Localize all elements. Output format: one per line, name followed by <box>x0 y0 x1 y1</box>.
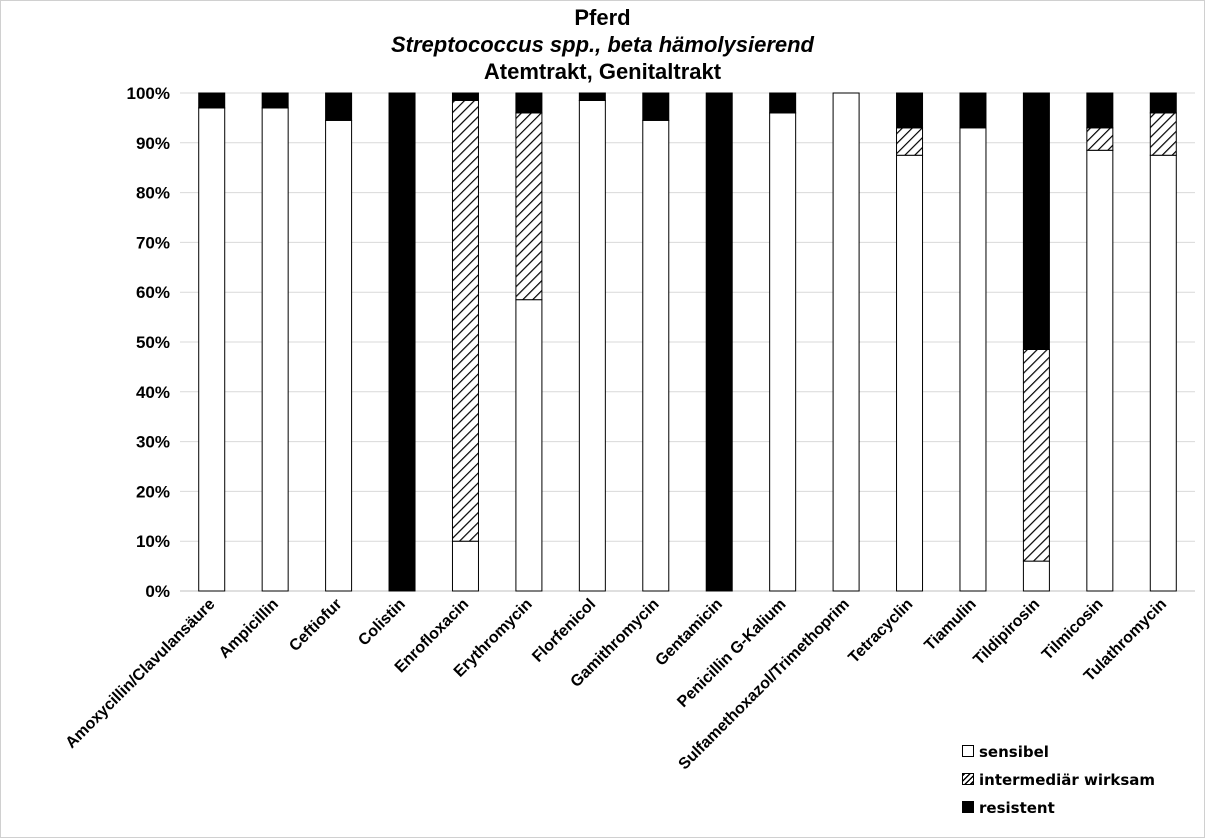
bar-segment <box>325 119 353 592</box>
bar-segment <box>1149 112 1177 156</box>
x-tick-label: Penicillin G-Kalium <box>674 596 789 711</box>
x-tick-label: Tiamulin <box>921 596 979 654</box>
chart-title: Pferd <box>574 5 631 30</box>
legend-label-sensibel: sensibel <box>979 743 1049 761</box>
x-tick-label: Tilmicosin <box>1039 596 1107 664</box>
y-tick-label: 60% <box>136 283 170 302</box>
bar-segment <box>959 127 987 592</box>
bar-segment <box>388 92 416 592</box>
y-tick-label: 100% <box>127 84 170 103</box>
legend-swatch-resistent <box>962 801 974 813</box>
bar-segment <box>515 112 543 301</box>
bar-segment <box>896 92 924 129</box>
y-tick-label: 30% <box>136 433 170 452</box>
bar-segment <box>198 107 226 592</box>
bar-segment <box>896 154 924 592</box>
bar-segment <box>325 92 353 121</box>
bar-segment <box>1086 92 1114 129</box>
bar-segment <box>642 92 670 121</box>
chart-subtitle-site: Atemtrakt, Genitaltrakt <box>483 59 722 84</box>
bars <box>198 92 1177 592</box>
bar-segment <box>769 112 797 592</box>
x-tick-label: Florfenicol <box>529 596 599 666</box>
bar-segment <box>896 127 924 156</box>
legend-label-resistent: resistent <box>979 799 1055 817</box>
bar-segment <box>642 119 670 592</box>
bar-segment <box>578 99 606 592</box>
chart-subtitle-organism: Streptococcus spp., beta hämolysierend <box>390 32 814 57</box>
bar-segment <box>451 92 479 101</box>
bar-segment <box>515 92 543 114</box>
bar-segment <box>832 92 860 592</box>
legend-swatch-intermediar <box>962 773 974 785</box>
bar-segment <box>1149 154 1177 592</box>
bar-segment <box>515 299 543 592</box>
y-tick-label: 40% <box>136 383 170 402</box>
bar-segment <box>1022 560 1050 592</box>
y-axis-tick-labels: 0% 10% 20% 30% 40% 50% 60% 70% 80% 90% 100% <box>127 84 170 601</box>
bar-segment <box>1022 92 1050 350</box>
y-tick-label: 90% <box>136 134 170 153</box>
bar-segment <box>261 92 289 109</box>
y-tick-label: 20% <box>136 482 170 501</box>
x-tick-label: Ampicillin <box>216 596 282 662</box>
bar-segment <box>261 107 289 592</box>
legend-item-resistent: resistent <box>962 798 1055 818</box>
legend-swatch-sensibel <box>962 745 974 757</box>
bar-segment <box>1086 149 1114 592</box>
bar-segment <box>769 92 797 114</box>
legend-label-intermediar: intermediär wirksam <box>979 771 1156 789</box>
bar-segment <box>1149 92 1177 114</box>
y-tick-label: 50% <box>136 333 170 352</box>
x-tick-label: Ceftiofur <box>286 596 345 655</box>
y-tick-label: 10% <box>136 532 170 551</box>
x-tick-label: Tetracyclin <box>845 596 916 667</box>
legend-item-sensibel: sensibel <box>962 742 1049 762</box>
legend-item-intermediar: intermediär wirksam <box>962 770 1155 790</box>
bar-segment <box>705 92 733 592</box>
bar-segment <box>451 99 479 542</box>
bar-segment <box>1022 348 1050 562</box>
x-tick-label: Colistin <box>355 596 409 650</box>
y-tick-label: 80% <box>136 184 170 203</box>
y-tick-label: 0% <box>145 582 170 601</box>
bar-segment <box>959 92 987 129</box>
x-tick-label: Tildipirosin <box>970 596 1043 669</box>
bar-segment <box>578 92 606 101</box>
y-tick-label: 70% <box>136 233 170 252</box>
x-tick-label: Amoxycillin/Clavulansäure <box>63 596 219 752</box>
bar-segment <box>1086 127 1114 151</box>
bar-segment <box>198 92 226 109</box>
bar-segment <box>451 540 479 592</box>
